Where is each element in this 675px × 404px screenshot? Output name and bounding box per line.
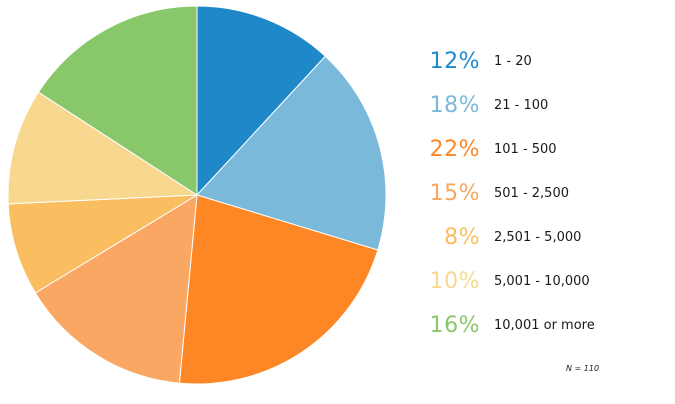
legend-item: 10% 5,001 - 10,000 [400, 259, 660, 303]
legend-label: 1 - 20 [494, 53, 532, 69]
legend-percent: 16% [429, 312, 480, 338]
legend-label: 501 - 2,500 [494, 185, 569, 201]
legend-label: 2,501 - 5,000 [494, 229, 582, 245]
legend-label: 10,001 or more [494, 317, 595, 333]
legend-label: 101 - 500 [494, 141, 557, 157]
legend-label: 5,001 - 10,000 [494, 273, 590, 289]
pie-slice-4 [34, 194, 198, 384]
legend-item: 15% 501 - 2,500 [400, 171, 660, 215]
pie-slice-6 [7, 91, 199, 205]
legend-item: 18% 21 - 100 [400, 83, 660, 127]
legend-percent: 12% [429, 48, 480, 74]
pie-slice-7 [37, 5, 198, 196]
legend-percent: 22% [429, 136, 480, 162]
pie-slice-5 [7, 194, 198, 294]
pie-slice-3 [178, 194, 379, 385]
legend-percent: 15% [429, 180, 480, 206]
legend-item: 22% 101 - 500 [400, 127, 660, 171]
legend-percent: 18% [429, 92, 480, 118]
legend-percent: 8% [444, 224, 480, 250]
legend: 12% 1 - 20 18% 21 - 100 22% 101 - 500 15% 501 -… [400, 39, 660, 347]
pie-slice-1 [196, 5, 327, 197]
legend-item: 8% 2,501 - 5,000 [400, 215, 660, 259]
legend-item: 12% 1 - 20 [400, 39, 660, 83]
legend-item: 16% 10,001 or more [400, 303, 660, 347]
sample-size-note: N = 110 [566, 364, 600, 373]
legend-percent: 10% [429, 268, 480, 294]
pie-plot [7, 5, 387, 385]
pie-slice-2 [196, 55, 387, 251]
legend-label: 21 - 100 [494, 97, 549, 113]
